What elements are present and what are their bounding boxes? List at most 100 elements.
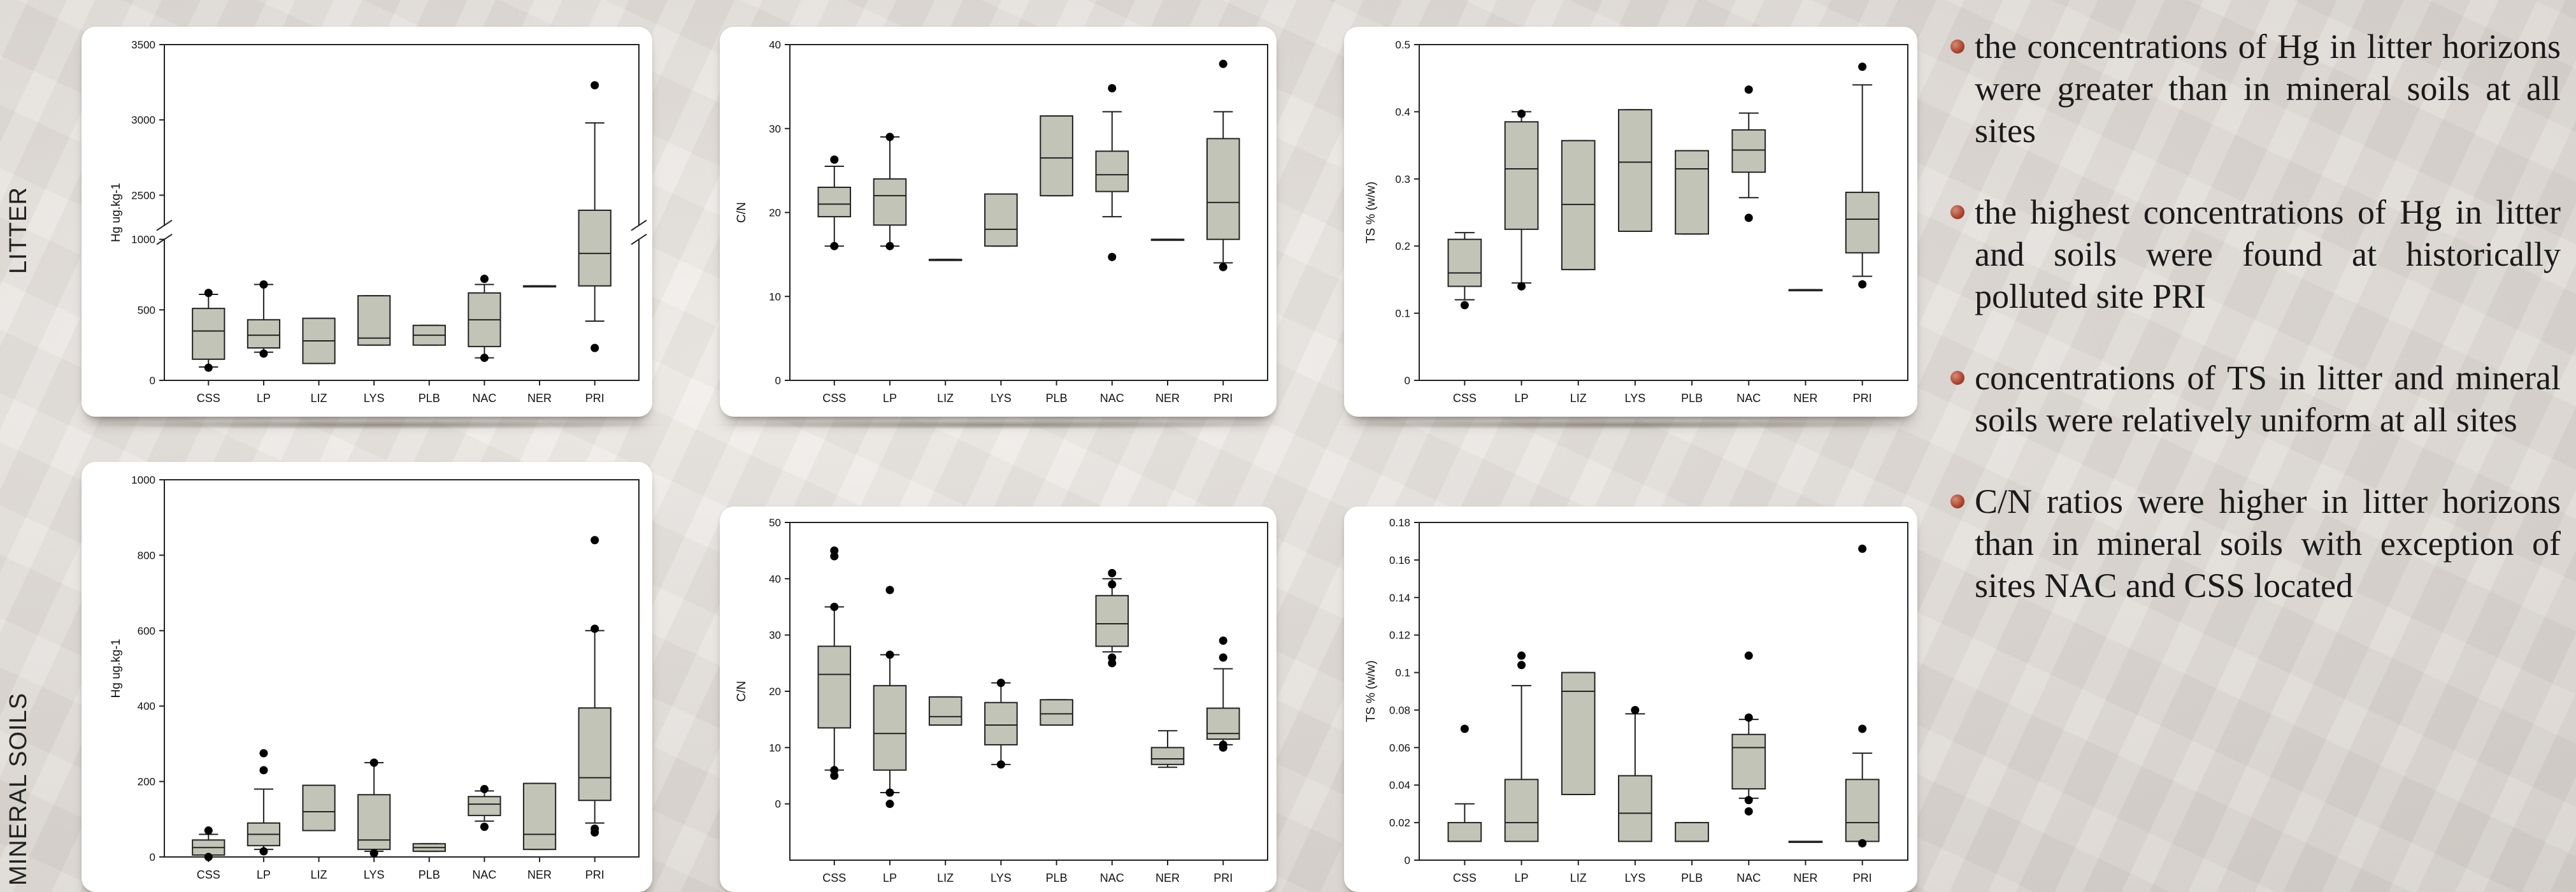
y-tick-label: 0	[150, 375, 155, 387]
y-tick-label: 0.12	[1389, 629, 1410, 642]
outlier-point	[590, 536, 599, 545]
chart-panel-litter-ts: 0 0.1 0.2 0.3 0.4 0.5 TS % (w/w) CSS LP LIZ LYS PLB…	[1344, 27, 1917, 417]
outlier-point	[1858, 62, 1867, 71]
plot-frame	[1419, 522, 1908, 861]
x-tick-label: LP	[257, 392, 271, 405]
outlier-point	[1219, 653, 1227, 662]
x-tick-label: PLB	[419, 868, 440, 881]
x-tick-label: LIZ	[937, 872, 954, 884]
y-tick-label: 0.2	[1395, 240, 1410, 252]
x-tick-label: NER	[527, 868, 552, 881]
y-tick-label: 0	[775, 375, 781, 387]
chart-panel-litter-cn: 0 10 20 30 40 C/N CSS LP LIZ LYS PLB NAC NER PRI	[720, 27, 1277, 417]
x-tick-label: LIZ	[311, 392, 327, 405]
x-tick-label: NER	[1793, 392, 1817, 405]
y-tick-label: 0.1	[1395, 308, 1410, 320]
y-tick-label: 0	[1405, 854, 1410, 867]
x-tick-label: LIZ	[1570, 392, 1587, 405]
outlier-point	[259, 349, 268, 358]
box	[578, 210, 612, 287]
outlier-point	[590, 624, 599, 633]
outlier-point	[369, 849, 378, 858]
y-tick-label: 30	[769, 629, 781, 642]
box	[1675, 822, 1709, 842]
box	[1447, 238, 1482, 287]
y-tick-label: 0.1	[1395, 667, 1410, 679]
y-tick-label: 0.16	[1389, 554, 1410, 566]
x-tick-label: CSS	[1453, 872, 1477, 884]
y-tick-label: 200	[138, 776, 155, 788]
y-tick-label: 3000	[131, 114, 155, 126]
y-tick-label: 10	[769, 742, 781, 754]
y-tick-label: 0.18	[1389, 517, 1410, 529]
chart-litter-cn: 0 10 20 30 40 C/N CSS LP LIZ LYS PLB NAC NER PRI	[735, 39, 1268, 405]
outlier-point	[830, 241, 839, 250]
y-tick-label: 1000	[131, 234, 155, 246]
outlier-point	[204, 852, 213, 861]
x-tick-label: NAC	[1736, 392, 1761, 405]
row-label-mineral-soils-text: MINERAL SOILS	[5, 692, 32, 886]
box	[1618, 775, 1652, 842]
y-tick-label: 1000	[131, 474, 155, 486]
y-axis-label: Hg ug.kg-1	[110, 183, 123, 242]
outlier-point	[1517, 110, 1526, 119]
outlier-point	[590, 343, 599, 352]
outlier-point	[259, 280, 268, 289]
x-tick-label: NAC	[1100, 872, 1124, 884]
outlier-point	[1108, 569, 1117, 577]
x-tick-label: CSS	[197, 392, 220, 405]
outlier-point	[1744, 796, 1753, 805]
y-axis-label: TS % (w/w)	[1364, 182, 1378, 243]
x-tick-label: CSS	[197, 868, 220, 881]
plot-frame	[1419, 44, 1908, 381]
y-tick-label: 0.14	[1389, 592, 1410, 604]
box	[1845, 191, 1880, 254]
y-tick-label: 0.3	[1395, 173, 1410, 185]
x-tick-label: PRI	[585, 392, 605, 405]
finding-text: the highest concentrations of Hg in litt…	[1975, 193, 2561, 315]
y-tick-label: 40	[769, 573, 781, 585]
outlier-point	[830, 766, 839, 775]
outlier-point	[590, 824, 599, 833]
box	[1561, 672, 1596, 795]
outlier-point	[830, 603, 839, 611]
y-tick-label: 500	[138, 304, 155, 316]
box	[1206, 138, 1240, 240]
y-tick-label: 0	[775, 798, 781, 810]
outlier-point	[1858, 544, 1867, 553]
outlier-point	[1108, 653, 1117, 662]
outlier-point	[885, 241, 894, 250]
x-tick-label: LIZ	[937, 392, 954, 405]
outlier-point	[590, 81, 599, 90]
x-tick-label: NER	[527, 392, 552, 405]
plot-frame	[164, 479, 640, 858]
outlier-point	[1517, 661, 1526, 670]
box	[357, 794, 391, 851]
y-axis-label: TS % (w/w)	[1364, 660, 1378, 722]
x-tick-label: PRI	[1213, 392, 1233, 405]
y-tick-label: 20	[769, 207, 781, 219]
outlier-point	[1108, 580, 1117, 589]
x-tick-label: NER	[1156, 392, 1180, 405]
box	[468, 796, 501, 816]
plot-frame	[164, 44, 640, 381]
axis-break-gap	[161, 226, 643, 239]
box	[817, 645, 852, 729]
x-tick-label: LYS	[1625, 392, 1646, 405]
y-tick-label: 800	[138, 549, 155, 561]
y-tick-label: 40	[769, 39, 781, 51]
plot-frame	[789, 522, 1268, 861]
y-tick-label: 600	[138, 625, 155, 637]
outlier-point	[996, 760, 1005, 769]
x-tick-label: LP	[1515, 872, 1529, 884]
outlier-point	[1858, 724, 1867, 733]
outlier-point	[1744, 651, 1753, 660]
axis-break-mark	[156, 219, 173, 231]
x-tick-label: PLB	[1681, 392, 1703, 405]
outlier-point	[996, 679, 1005, 687]
y-tick-label: 3500	[131, 39, 155, 51]
x-tick-label: NER	[1156, 872, 1180, 884]
x-tick-label: LYS	[991, 872, 1012, 884]
y-tick-label: 0	[150, 851, 155, 863]
x-tick-label: CSS	[822, 872, 846, 884]
